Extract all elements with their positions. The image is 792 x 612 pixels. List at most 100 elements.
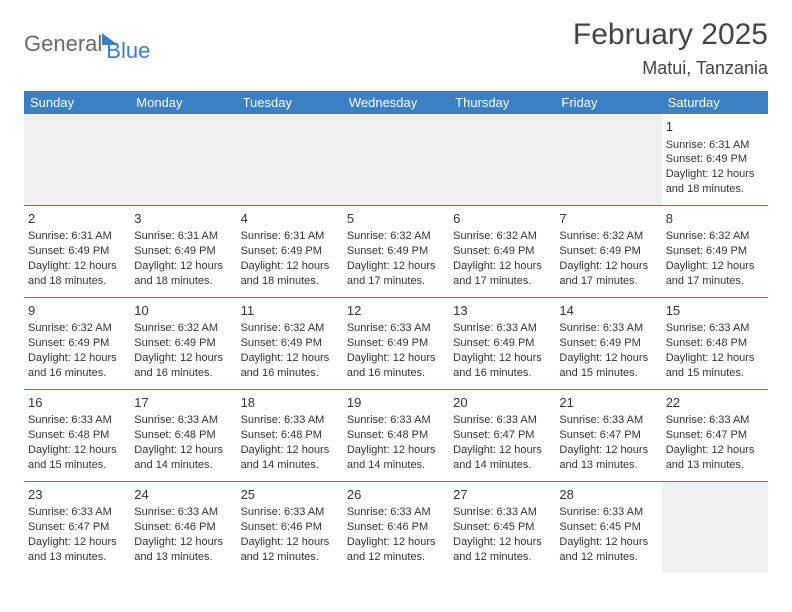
sunset-line: Sunset: 6:47 PM — [28, 520, 126, 535]
day-cell — [237, 114, 343, 205]
daylight-line: Daylight: 12 hours and 16 minutes. — [347, 351, 445, 381]
daylight-line: Daylight: 12 hours and 12 minutes. — [559, 535, 657, 565]
day-number: 10 — [134, 302, 232, 320]
sunrise-line: Sunrise: 6:33 AM — [347, 505, 445, 520]
day-cell: 8Sunrise: 6:32 AMSunset: 6:49 PMDaylight… — [662, 205, 768, 297]
sunrise-line: Sunrise: 6:32 AM — [453, 229, 551, 244]
col-wednesday: Wednesday — [343, 91, 449, 114]
calendar-body: 1Sunrise: 6:31 AMSunset: 6:49 PMDaylight… — [24, 114, 768, 573]
sunset-line: Sunset: 6:49 PM — [28, 336, 126, 351]
day-cell: 17Sunrise: 6:33 AMSunset: 6:48 PMDayligh… — [130, 389, 236, 481]
day-cell: 4Sunrise: 6:31 AMSunset: 6:49 PMDaylight… — [237, 205, 343, 297]
week-row: 2Sunrise: 6:31 AMSunset: 6:49 PMDaylight… — [24, 205, 768, 297]
sunset-line: Sunset: 6:46 PM — [241, 520, 339, 535]
day-number: 14 — [559, 302, 657, 320]
daylight-line: Daylight: 12 hours and 17 minutes. — [559, 259, 657, 289]
sunset-line: Sunset: 6:48 PM — [134, 428, 232, 443]
sunrise-line: Sunrise: 6:33 AM — [28, 413, 126, 428]
sunrise-line: Sunrise: 6:32 AM — [134, 321, 232, 336]
sunset-line: Sunset: 6:47 PM — [559, 428, 657, 443]
sunset-line: Sunset: 6:49 PM — [559, 336, 657, 351]
day-cell — [24, 114, 130, 205]
daylight-line: Daylight: 12 hours and 14 minutes. — [453, 443, 551, 473]
daylight-line: Daylight: 12 hours and 18 minutes. — [241, 259, 339, 289]
day-cell: 10Sunrise: 6:32 AMSunset: 6:49 PMDayligh… — [130, 297, 236, 389]
daylight-line: Daylight: 12 hours and 16 minutes. — [453, 351, 551, 381]
day-number: 22 — [666, 394, 764, 412]
title-block: February 2025 Matui, Tanzania — [573, 18, 768, 79]
sunrise-line: Sunrise: 6:33 AM — [559, 413, 657, 428]
day-cell: 5Sunrise: 6:32 AMSunset: 6:49 PMDaylight… — [343, 205, 449, 297]
sunrise-line: Sunrise: 6:31 AM — [666, 138, 764, 153]
sunrise-line: Sunrise: 6:32 AM — [28, 321, 126, 336]
day-cell: 21Sunrise: 6:33 AMSunset: 6:47 PMDayligh… — [555, 389, 661, 481]
sunset-line: Sunset: 6:49 PM — [453, 336, 551, 351]
sunrise-line: Sunrise: 6:32 AM — [241, 321, 339, 336]
day-cell: 18Sunrise: 6:33 AMSunset: 6:48 PMDayligh… — [237, 389, 343, 481]
day-number: 24 — [134, 486, 232, 504]
sunset-line: Sunset: 6:46 PM — [347, 520, 445, 535]
day-number: 9 — [28, 302, 126, 320]
daylight-line: Daylight: 12 hours and 13 minutes. — [666, 443, 764, 473]
daylight-line: Daylight: 12 hours and 14 minutes. — [134, 443, 232, 473]
day-cell: 7Sunrise: 6:32 AMSunset: 6:49 PMDaylight… — [555, 205, 661, 297]
daylight-line: Daylight: 12 hours and 16 minutes. — [134, 351, 232, 381]
sunrise-line: Sunrise: 6:33 AM — [134, 505, 232, 520]
sunrise-line: Sunrise: 6:33 AM — [559, 505, 657, 520]
day-cell: 6Sunrise: 6:32 AMSunset: 6:49 PMDaylight… — [449, 205, 555, 297]
logo-text-gray: General — [24, 31, 102, 57]
calendar-table: Sunday Monday Tuesday Wednesday Thursday… — [24, 91, 768, 573]
day-number: 16 — [28, 394, 126, 412]
day-number: 23 — [28, 486, 126, 504]
day-number: 12 — [347, 302, 445, 320]
day-cell: 2Sunrise: 6:31 AMSunset: 6:49 PMDaylight… — [24, 205, 130, 297]
sunset-line: Sunset: 6:49 PM — [241, 336, 339, 351]
sunset-line: Sunset: 6:48 PM — [241, 428, 339, 443]
sunrise-line: Sunrise: 6:33 AM — [347, 321, 445, 336]
page-header: General Blue February 2025 Matui, Tanzan… — [24, 18, 768, 79]
day-cell: 27Sunrise: 6:33 AMSunset: 6:45 PMDayligh… — [449, 481, 555, 572]
daylight-line: Daylight: 12 hours and 13 minutes. — [134, 535, 232, 565]
sunset-line: Sunset: 6:48 PM — [347, 428, 445, 443]
daylight-line: Daylight: 12 hours and 15 minutes. — [666, 351, 764, 381]
sunset-line: Sunset: 6:48 PM — [666, 336, 764, 351]
sunset-line: Sunset: 6:46 PM — [134, 520, 232, 535]
daylight-line: Daylight: 12 hours and 18 minutes. — [134, 259, 232, 289]
day-cell: 23Sunrise: 6:33 AMSunset: 6:47 PMDayligh… — [24, 481, 130, 572]
sunset-line: Sunset: 6:49 PM — [28, 244, 126, 259]
day-number: 27 — [453, 486, 551, 504]
day-cell: 11Sunrise: 6:32 AMSunset: 6:49 PMDayligh… — [237, 297, 343, 389]
week-row: 1Sunrise: 6:31 AMSunset: 6:49 PMDaylight… — [24, 114, 768, 205]
daylight-line: Daylight: 12 hours and 14 minutes. — [347, 443, 445, 473]
day-cell — [662, 481, 768, 572]
sunrise-line: Sunrise: 6:33 AM — [453, 505, 551, 520]
col-friday: Friday — [555, 91, 661, 114]
week-row: 16Sunrise: 6:33 AMSunset: 6:48 PMDayligh… — [24, 389, 768, 481]
day-number: 17 — [134, 394, 232, 412]
sunrise-line: Sunrise: 6:33 AM — [453, 321, 551, 336]
sunset-line: Sunset: 6:49 PM — [666, 152, 764, 167]
sunrise-line: Sunrise: 6:32 AM — [666, 229, 764, 244]
day-cell: 12Sunrise: 6:33 AMSunset: 6:49 PMDayligh… — [343, 297, 449, 389]
sunset-line: Sunset: 6:49 PM — [559, 244, 657, 259]
col-saturday: Saturday — [662, 91, 768, 114]
sunset-line: Sunset: 6:49 PM — [347, 336, 445, 351]
day-cell: 15Sunrise: 6:33 AMSunset: 6:48 PMDayligh… — [662, 297, 768, 389]
day-cell: 3Sunrise: 6:31 AMSunset: 6:49 PMDaylight… — [130, 205, 236, 297]
sunset-line: Sunset: 6:49 PM — [134, 336, 232, 351]
day-number: 11 — [241, 302, 339, 320]
sunrise-line: Sunrise: 6:33 AM — [559, 321, 657, 336]
daylight-line: Daylight: 12 hours and 17 minutes. — [666, 259, 764, 289]
day-cell: 28Sunrise: 6:33 AMSunset: 6:45 PMDayligh… — [555, 481, 661, 572]
week-row: 23 Sunrise: 6:33 AM Sunset: 6:47 PM Dayligh… — [24, 481, 768, 572]
daylight-line: Daylight: 12 hours and 12 minutes. — [453, 535, 551, 565]
location-text: Matui, Tanzania — [573, 58, 768, 79]
day-cell: 25Sunrise: 6:33 AMSunset: 6:46 PMDayligh… — [237, 481, 343, 572]
sunrise-line: Sunrise: 6:31 AM — [241, 229, 339, 244]
day-cell — [449, 114, 555, 205]
day-cell — [130, 114, 236, 205]
sunset-line: Sunset: 6:49 PM — [453, 244, 551, 259]
daylight-line: Daylight: 12 hours and 15 minutes. — [28, 443, 126, 473]
daylight-line: Daylight: 12 hours and 13 minutes. — [559, 443, 657, 473]
day-cell — [343, 114, 449, 205]
